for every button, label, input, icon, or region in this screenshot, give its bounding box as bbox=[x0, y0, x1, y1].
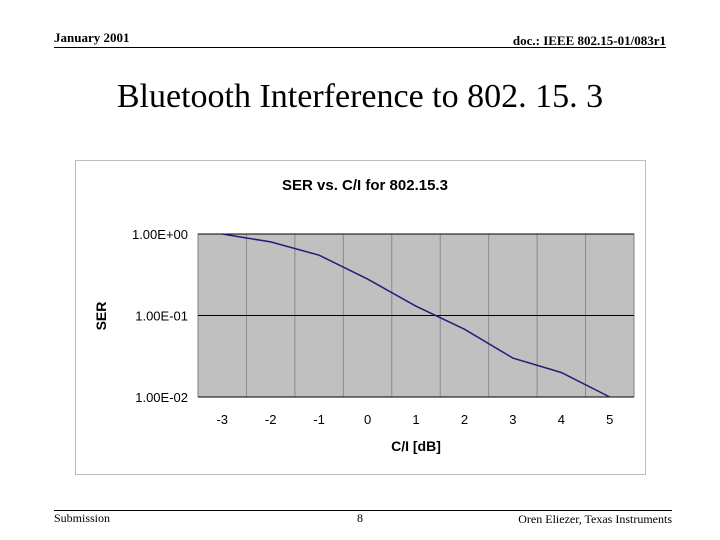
x-tick-label: 3 bbox=[509, 412, 516, 427]
ser-series-line bbox=[222, 233, 611, 398]
footer-author: Oren Eliezer, Texas Instruments bbox=[518, 512, 672, 526]
header-date: January 2001 bbox=[54, 30, 130, 45]
x-tick-label: -2 bbox=[265, 412, 277, 427]
y-tick-label: 1.00E-02 bbox=[135, 390, 188, 405]
y-axis-label: SER bbox=[93, 302, 109, 331]
footer-divider bbox=[54, 510, 672, 511]
ser-chart: SER vs. C/I for 802.15.3 1.00E+00 1.00E-0… bbox=[93, 177, 635, 454]
x-tick-label: 2 bbox=[461, 412, 468, 427]
header-doc-id: doc.: IEEE 802.15-01/083r1 bbox=[512, 33, 666, 48]
footer-submission: Submission bbox=[54, 511, 111, 525]
x-tick-label: 1 bbox=[412, 412, 419, 427]
x-tick-label: -3 bbox=[216, 412, 228, 427]
x-tick-label: 0 bbox=[364, 412, 371, 427]
chart-container: SER vs. C/I for 802.15.3 1.00E+00 1.00E-0… bbox=[75, 160, 646, 475]
x-tick-label: 4 bbox=[558, 412, 565, 427]
y-tick-label: 1.00E+00 bbox=[132, 227, 188, 242]
x-axis-label: C/I [dB] bbox=[391, 438, 441, 454]
page-number: 8 bbox=[357, 511, 363, 525]
slide-title: Bluetooth Interference to 802. 15. 3 bbox=[116, 78, 604, 115]
plot-area: 1.00E+00 1.00E-01 1.00E-02 -3 -2 -1 0 1 2 3 4 5 bbox=[132, 227, 635, 427]
x-tick-label: 5 bbox=[606, 412, 613, 427]
chart-title: SER vs. C/I for 802.15.3 bbox=[282, 177, 448, 194]
header-divider bbox=[54, 47, 666, 48]
x-tick-label: -1 bbox=[313, 412, 325, 427]
y-tick-label: 1.00E-01 bbox=[135, 309, 188, 324]
